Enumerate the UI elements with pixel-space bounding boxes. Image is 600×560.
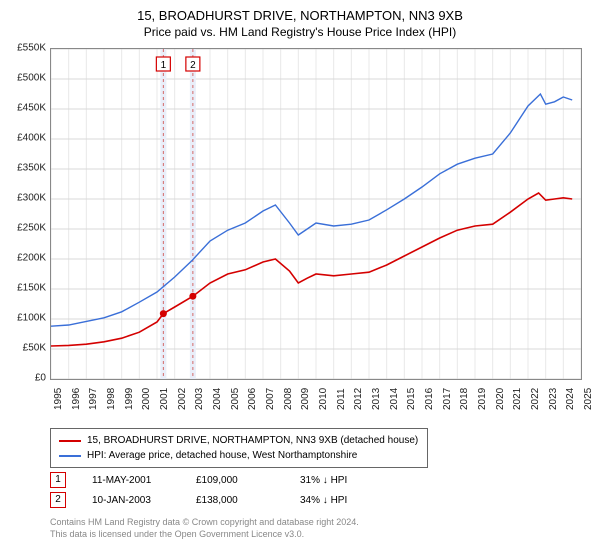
x-tick-label: 2023 [548,388,559,410]
x-tick-label: 2008 [283,388,294,410]
transaction-vs-hpi: 34% ↓ HPI [300,495,378,506]
y-tick-label: £400K [17,133,46,144]
chart-title: 15, BROADHURST DRIVE, NORTHAMPTON, NN3 9… [0,8,600,23]
x-tick-label: 2009 [300,388,311,410]
y-tick-label: £200K [17,253,46,264]
x-tick-label: 2025 [583,388,594,410]
transaction-row: 2 10-JAN-2003 £138,000 34% ↓ HPI [50,490,378,510]
x-tick-label: 1998 [106,388,117,410]
x-tick-label: 2015 [406,388,417,410]
x-tick-label: 2007 [265,388,276,410]
legend-label: HPI: Average price, detached house, West… [87,448,357,463]
y-tick-label: £250K [17,223,46,234]
x-tick-label: 1997 [88,388,99,410]
x-tick-label: 2001 [159,388,170,410]
y-axis: £0£50K£100K£150K£200K£250K£300K£350K£400… [0,48,50,378]
x-tick-label: 1999 [124,388,135,410]
x-tick-label: 2017 [442,388,453,410]
legend-swatch [59,440,81,442]
x-tick-label: 2006 [247,388,258,410]
x-tick-label: 2013 [371,388,382,410]
legend-swatch [59,455,81,457]
transaction-price: £138,000 [196,495,274,506]
transaction-date: 11-MAY-2001 [92,475,170,486]
legend: 15, BROADHURST DRIVE, NORTHAMPTON, NN3 9… [50,428,428,468]
x-tick-label: 2003 [194,388,205,410]
y-tick-label: £500K [17,73,46,84]
svg-text:1: 1 [161,60,167,71]
svg-text:2: 2 [190,60,196,71]
y-tick-label: £50K [23,343,46,354]
y-tick-label: £0 [35,373,46,384]
plot-svg: 12 [51,49,581,379]
x-tick-label: 2005 [230,388,241,410]
transaction-vs-hpi: 31% ↓ HPI [300,475,378,486]
legend-item: 15, BROADHURST DRIVE, NORTHAMPTON, NN3 9… [59,433,419,448]
transactions-table: 1 11-MAY-2001 £109,000 31% ↓ HPI 2 10-JAN-200… [50,470,378,510]
transaction-marker: 1 [50,472,66,488]
transaction-marker: 2 [50,492,66,508]
x-tick-label: 2014 [389,388,400,410]
x-tick-label: 2010 [318,388,329,410]
transaction-row: 1 11-MAY-2001 £109,000 31% ↓ HPI [50,470,378,490]
y-tick-label: £150K [17,283,46,294]
transaction-date: 10-JAN-2003 [92,495,170,506]
y-tick-label: £450K [17,103,46,114]
y-tick-label: £300K [17,193,46,204]
x-tick-label: 2019 [477,388,488,410]
x-tick-label: 1996 [71,388,82,410]
copyright-line: This data is licensed under the Open Gov… [50,528,359,540]
x-tick-label: 2020 [495,388,506,410]
y-tick-label: £550K [17,43,46,54]
y-tick-label: £100K [17,313,46,324]
chart-subtitle: Price paid vs. HM Land Registry's House … [0,25,600,39]
x-tick-label: 2024 [565,388,576,410]
x-tick-label: 2004 [212,388,223,410]
x-tick-label: 2012 [353,388,364,410]
legend-label: 15, BROADHURST DRIVE, NORTHAMPTON, NN3 9… [87,433,418,448]
chart-titles: 15, BROADHURST DRIVE, NORTHAMPTON, NN3 9… [0,0,600,39]
copyright-line: Contains HM Land Registry data © Crown c… [50,516,359,528]
chart-container: { "title": { "main": "15, BROADHURST DRI… [0,0,600,560]
legend-item: HPI: Average price, detached house, West… [59,448,419,463]
y-tick-label: £350K [17,163,46,174]
x-tick-label: 2000 [141,388,152,410]
x-tick-label: 2021 [512,388,523,410]
x-tick-label: 1995 [53,388,64,410]
transaction-price: £109,000 [196,475,274,486]
plot-area: 12 [50,48,582,380]
copyright-notice: Contains HM Land Registry data © Crown c… [50,516,359,540]
x-tick-label: 2016 [424,388,435,410]
x-tick-label: 2002 [177,388,188,410]
x-tick-label: 2011 [336,388,347,410]
x-tick-label: 2018 [459,388,470,410]
x-tick-label: 2022 [530,388,541,410]
x-axis: 1995 1996 1997 1998 1999 2000 2001 2002 2003 2004… [50,380,580,422]
